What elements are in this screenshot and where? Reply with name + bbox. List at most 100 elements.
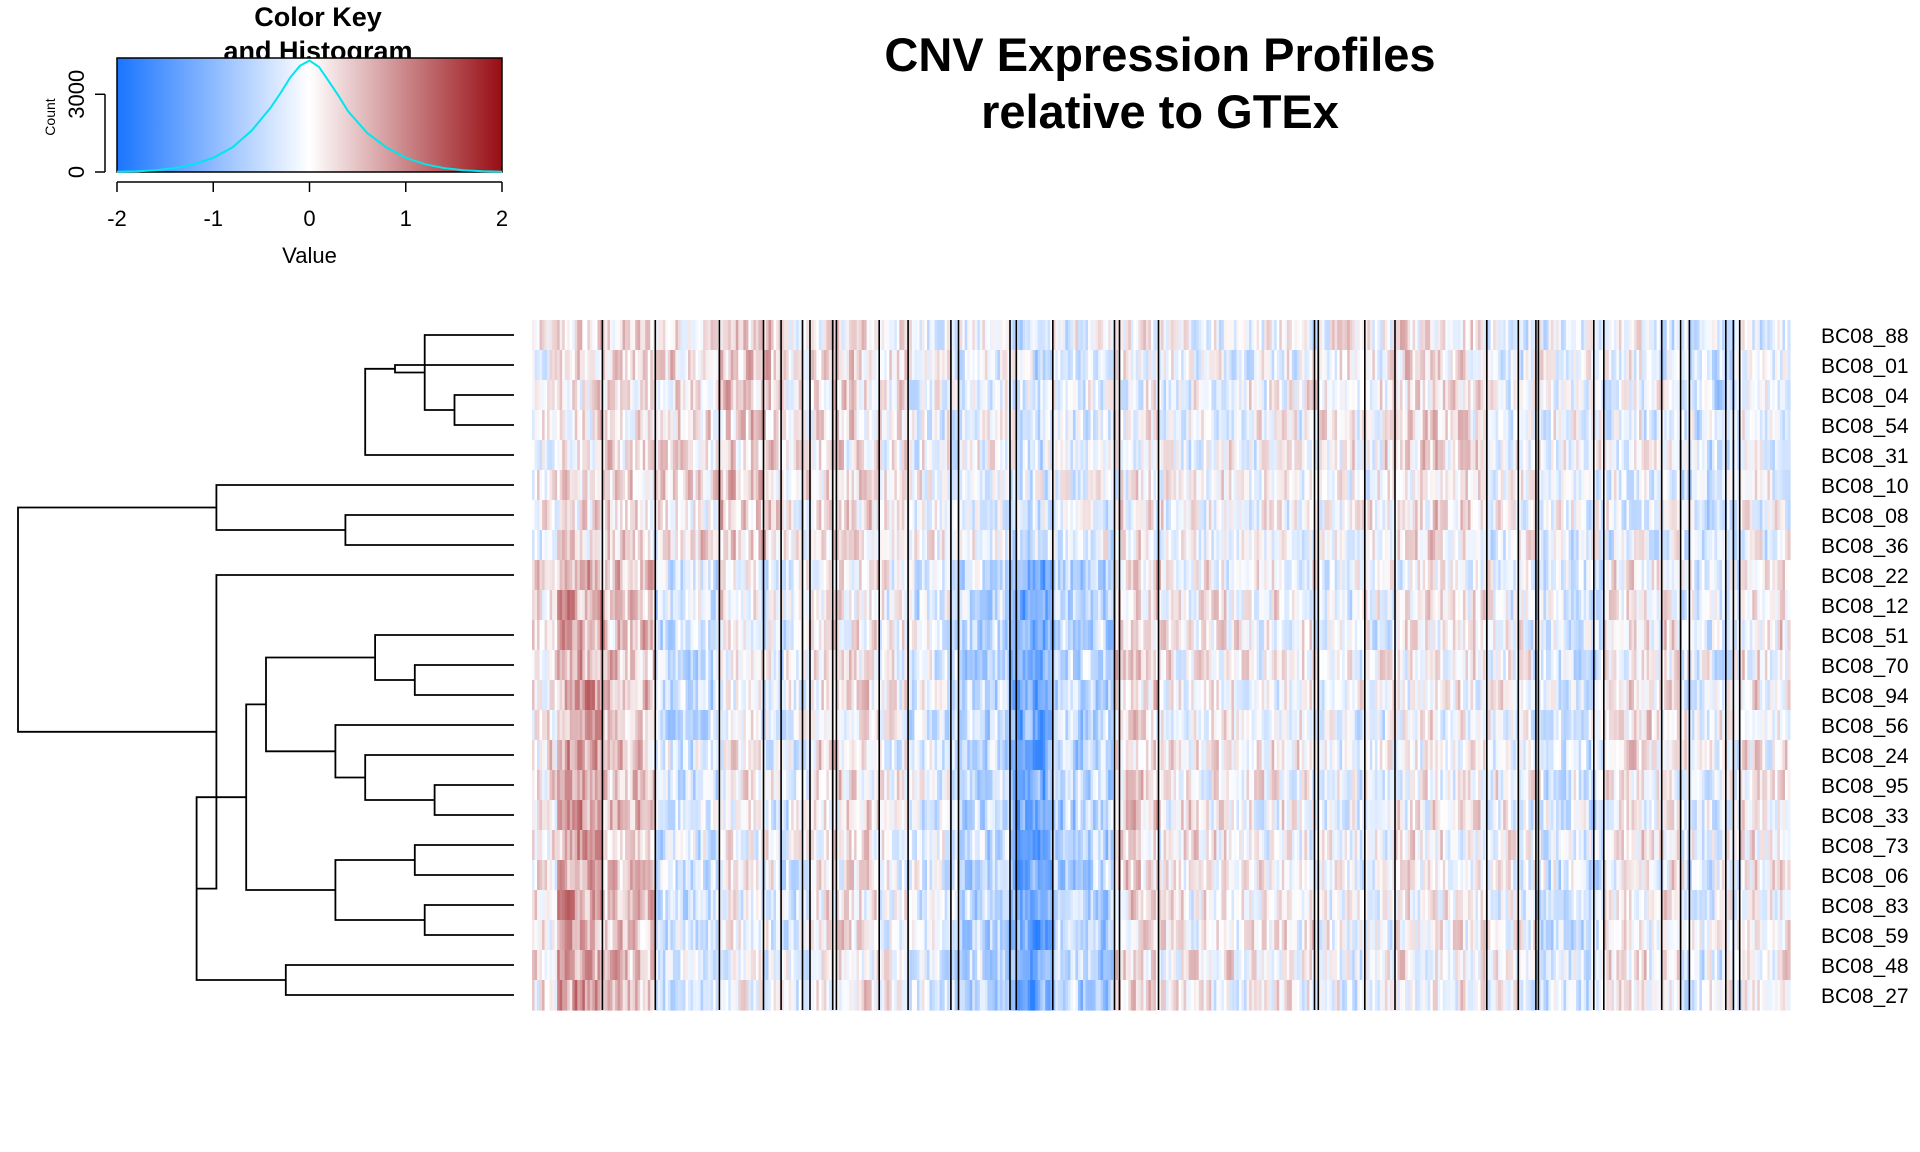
heatmap-cell: [1691, 440, 1695, 471]
heatmap-cell: [914, 440, 918, 471]
heatmap-cell: [625, 500, 629, 531]
heatmap-cell: [921, 560, 926, 591]
heatmap-cell: [1420, 590, 1424, 621]
heatmap-cell: [715, 590, 719, 621]
heatmap-cell: [1143, 560, 1147, 591]
heatmap-cell: [1161, 320, 1165, 351]
heatmap-cell: [602, 560, 606, 591]
heatmap-cell: [730, 380, 734, 411]
heatmap-cell: [768, 590, 772, 621]
heatmap-cell: [660, 470, 664, 501]
heatmap-cell: [687, 380, 692, 411]
heatmap-cell: [670, 380, 674, 411]
heatmap-cell: [962, 590, 966, 621]
heatmap-cell: [1226, 590, 1230, 621]
heatmap-cell: [1266, 560, 1270, 591]
heatmap-cell: [1402, 320, 1406, 351]
heatmap-cell: [937, 590, 941, 621]
heatmap-cell: [695, 350, 699, 381]
heatmap-cell: [549, 410, 553, 441]
main-title-line-1: CNV Expression Profiles: [884, 28, 1436, 81]
heatmap-cell: [552, 470, 556, 501]
heatmap-cell: [708, 560, 712, 591]
heatmap-cell: [1623, 440, 1628, 471]
heatmap-cell: [1742, 320, 1746, 351]
heatmap-cell: [1067, 440, 1072, 471]
heatmap-cell: [997, 530, 1001, 561]
heatmap-cell: [838, 350, 843, 381]
heatmap-cell: [1030, 560, 1034, 591]
heatmap-cell: [1281, 500, 1285, 531]
heatmap-cell: [625, 320, 629, 351]
heatmap-cell: [781, 500, 785, 531]
heatmap-cell: [1233, 590, 1238, 621]
heatmap-cell: [1244, 470, 1248, 501]
heatmap-cell: [1561, 380, 1565, 411]
heatmap-cell: [1045, 380, 1049, 411]
heatmap-cell: [1613, 380, 1617, 411]
heatmap-cell: [921, 500, 926, 531]
heatmap-cell: [967, 590, 971, 621]
heatmap-cell: [537, 470, 541, 501]
heatmap-cell: [781, 440, 785, 471]
heatmap-cell: [1737, 440, 1741, 471]
heatmap-cell: [1684, 350, 1688, 381]
heatmap-cell: [1417, 410, 1421, 441]
heatmap-cell: [579, 410, 583, 441]
heatmap-cell: [1062, 500, 1066, 531]
heatmap-cell: [1005, 440, 1009, 471]
heatmap-cell: [861, 530, 865, 561]
heatmap-cell: [1523, 380, 1527, 411]
heatmap-cell: [562, 380, 566, 411]
heatmap-cell: [645, 560, 649, 591]
heatmap-cell: [916, 320, 921, 351]
heatmap-cell: [637, 380, 641, 411]
heatmap-cell: [708, 350, 712, 381]
heatmap-cell: [1427, 530, 1431, 561]
heatmap-cell: [1772, 470, 1776, 501]
heatmap-cell: [1709, 320, 1713, 351]
heatmap-cell: [1774, 440, 1779, 471]
heatmap-cell: [798, 560, 802, 591]
heatmap-cell: [1173, 380, 1177, 411]
heatmap-cell: [1377, 590, 1381, 621]
heatmap-cell: [1050, 380, 1054, 411]
heatmap-cell: [1115, 530, 1119, 561]
heatmap-cell: [864, 590, 868, 621]
heatmap-cell: [1100, 470, 1104, 501]
heatmap-cell: [1314, 560, 1318, 591]
heatmap-cell: [1556, 350, 1560, 381]
heatmap-cell: [760, 350, 765, 381]
heatmap-cell: [662, 410, 666, 441]
heatmap-cell: [937, 470, 941, 501]
heatmap-cell: [1032, 560, 1036, 591]
heatmap-cell: [1478, 560, 1482, 591]
heatmap-cell: [1754, 440, 1758, 471]
heatmap-cell: [929, 350, 933, 381]
heatmap-cell: [1123, 560, 1127, 591]
heatmap-cell: [1742, 380, 1746, 411]
heatmap-cell: [1550, 500, 1555, 531]
heatmap-cell: [1108, 440, 1112, 471]
heatmap-cell: [1530, 380, 1534, 411]
heatmap-cell: [1641, 560, 1645, 591]
heatmap-cell: [725, 320, 729, 351]
heatmap-cell: [806, 350, 810, 381]
heatmap-cell: [1196, 440, 1200, 471]
heatmap-cell: [1394, 470, 1399, 501]
heatmap-cell: [1392, 590, 1396, 621]
heatmap-cell: [1749, 440, 1753, 471]
heatmap-cell: [1183, 590, 1187, 621]
heatmap-cell: [1281, 440, 1285, 471]
heatmap-cell: [1367, 440, 1371, 471]
heatmap-cell: [1440, 590, 1444, 621]
heatmap-cell: [1447, 560, 1451, 591]
heatmap-cell: [1349, 470, 1353, 501]
heatmap-cell: [1249, 320, 1253, 351]
heatmap-cell: [672, 530, 677, 561]
heatmap-cell: [947, 500, 951, 531]
heatmap-cell: [937, 320, 941, 351]
heatmap-cell: [1520, 590, 1524, 621]
heatmap-cell: [1749, 350, 1753, 381]
heatmap-cell: [1422, 380, 1426, 411]
